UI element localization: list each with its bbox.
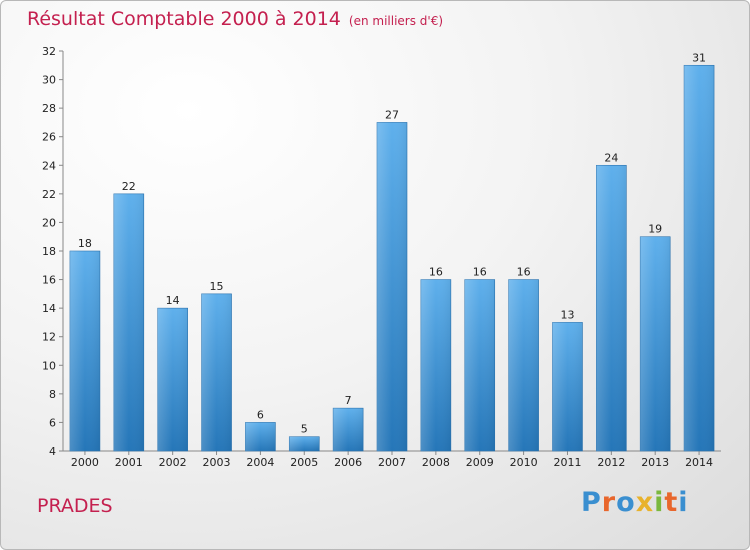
y-tick-label: 4 xyxy=(49,445,56,458)
bars xyxy=(69,64,715,452)
y-tick-label: 30 xyxy=(42,74,56,87)
x-tick-label: 2000 xyxy=(71,456,99,469)
x-tick-label: 2006 xyxy=(334,456,362,469)
data-label: 7 xyxy=(345,394,352,407)
y-tick-label: 26 xyxy=(42,131,56,144)
chart-subtitle: (en milliers d'€) xyxy=(348,14,444,28)
proxiti-logo: Proxiti xyxy=(581,487,689,518)
y-tick-label: 22 xyxy=(42,188,56,201)
data-label: 31 xyxy=(692,51,706,64)
logo-letter: i xyxy=(654,487,665,518)
chart-title-text: Résultat Comptable 2000 à 2014 xyxy=(27,8,341,30)
logo-letter: x xyxy=(635,487,655,518)
x-tick-label: 2012 xyxy=(597,456,625,469)
bar-shine xyxy=(245,422,276,451)
bar-shine xyxy=(508,279,539,451)
bar-shine xyxy=(420,279,451,451)
x-tick-label: 2014 xyxy=(685,456,713,469)
data-label: 24 xyxy=(604,151,618,164)
logo-letter: o xyxy=(616,487,636,518)
logo-letter: i xyxy=(678,487,689,518)
logo-letter: r xyxy=(601,487,617,518)
x-tick-label: 2011 xyxy=(553,456,581,469)
bar-shine xyxy=(377,122,407,451)
data-label: 22 xyxy=(122,180,136,193)
x-tick-label: 2010 xyxy=(510,456,538,469)
y-tick-label: 6 xyxy=(49,416,56,429)
bar-shine xyxy=(596,165,627,452)
bar-shine xyxy=(640,236,671,451)
y-tick-label: 20 xyxy=(42,216,56,229)
bar-shine xyxy=(113,193,144,451)
y-tick-label: 18 xyxy=(42,245,56,258)
data-label: 5 xyxy=(301,423,308,436)
data-label: 16 xyxy=(517,266,531,279)
data-labels: 18 22 14 15 6 5 7 27 16 16 16 13 24 19 31 xyxy=(78,51,706,435)
x-tick-label: 2004 xyxy=(246,456,274,469)
y-tick-label: 16 xyxy=(42,274,56,287)
data-label: 6 xyxy=(257,408,264,421)
y-tick-label: 24 xyxy=(42,159,56,172)
x-tick-label: 2005 xyxy=(290,456,318,469)
logo-letter: P xyxy=(581,487,602,518)
y-tick-label: 28 xyxy=(42,102,56,115)
bar-shine xyxy=(289,436,320,451)
bar-shine xyxy=(201,293,232,451)
data-label: 15 xyxy=(210,280,224,293)
x-tick-label: 2002 xyxy=(159,456,187,469)
bar-shine xyxy=(464,279,495,451)
y-tick-label: 10 xyxy=(42,359,56,372)
data-label: 16 xyxy=(473,266,487,279)
y-tick-label: 12 xyxy=(42,331,56,344)
data-label: 13 xyxy=(560,308,574,321)
bar-shine xyxy=(552,322,583,451)
x-tick-label: 2013 xyxy=(641,456,669,469)
data-label: 18 xyxy=(78,237,92,250)
data-label: 14 xyxy=(166,294,180,307)
y-tick-label: 32 xyxy=(42,45,56,58)
bar-shine xyxy=(333,408,364,451)
y-tick-label: 14 xyxy=(42,302,56,315)
data-label: 16 xyxy=(429,266,443,279)
bar-shine xyxy=(684,65,715,452)
data-label: 19 xyxy=(648,223,662,236)
bar-shine xyxy=(157,308,188,451)
logo-letter: t xyxy=(664,487,679,518)
place-name: PRADES xyxy=(37,495,113,517)
x-tick-label: 2001 xyxy=(115,456,143,469)
y-tick-label: 8 xyxy=(49,388,56,401)
bar-shine xyxy=(69,251,100,451)
x-tick-label: 2007 xyxy=(378,456,406,469)
x-tick-label: 2009 xyxy=(466,456,494,469)
chart-title: Résultat Comptable 2000 à 2014 (en millie… xyxy=(27,8,443,30)
x-tick-label: 2008 xyxy=(422,456,450,469)
data-label: 27 xyxy=(385,108,399,121)
x-tick-label: 2003 xyxy=(203,456,231,469)
